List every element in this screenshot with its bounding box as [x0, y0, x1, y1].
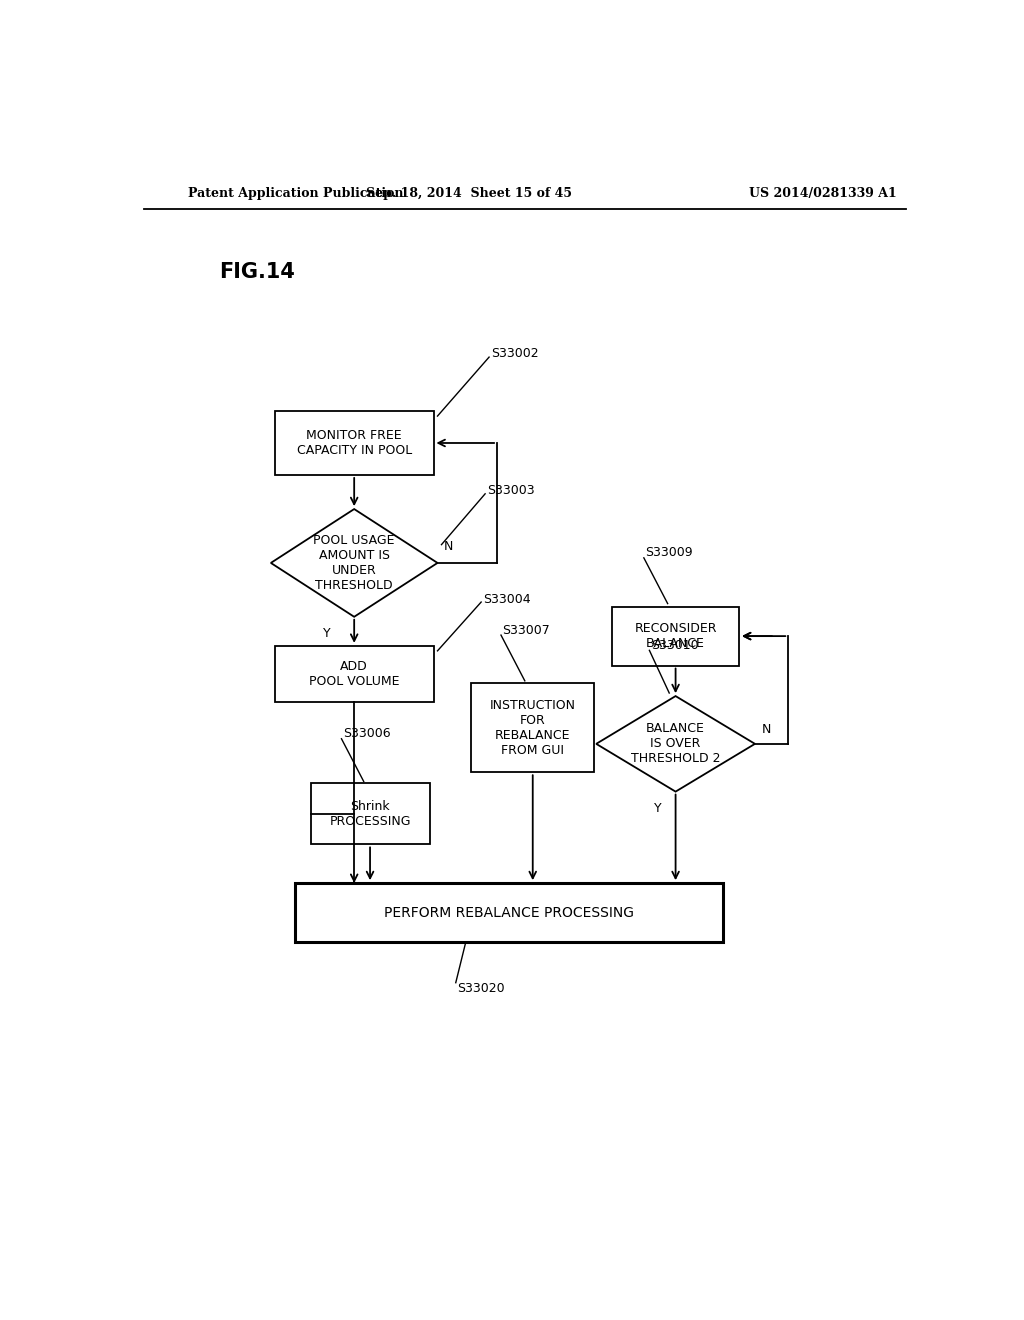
Text: Shrink
PROCESSING: Shrink PROCESSING [330, 800, 411, 828]
Text: S33006: S33006 [343, 727, 391, 741]
Polygon shape [596, 696, 755, 792]
Text: S33007: S33007 [503, 623, 550, 636]
Text: S33002: S33002 [492, 347, 539, 359]
Text: S33004: S33004 [483, 593, 531, 606]
Bar [274, 645, 433, 702]
Text: S33003: S33003 [487, 484, 536, 498]
Text: ADD
POOL VOLUME: ADD POOL VOLUME [309, 660, 399, 688]
Text: N: N [761, 723, 771, 735]
Bar [471, 682, 594, 772]
Bar [612, 607, 739, 665]
Text: POOL USAGE
AMOUNT IS
UNDER
THRESHOLD: POOL USAGE AMOUNT IS UNDER THRESHOLD [313, 533, 395, 591]
Text: BALANCE
IS OVER
THRESHOLD 2: BALANCE IS OVER THRESHOLD 2 [631, 722, 720, 766]
Text: FIG.14: FIG.14 [219, 263, 295, 282]
Text: S33020: S33020 [458, 982, 505, 995]
Text: MONITOR FREE
CAPACITY IN POOL: MONITOR FREE CAPACITY IN POOL [297, 429, 412, 457]
Bar [295, 883, 723, 942]
Text: INSTRUCTION
FOR
REBALANCE
FROM GUI: INSTRUCTION FOR REBALANCE FROM GUI [489, 698, 575, 756]
Text: Sep. 18, 2014  Sheet 15 of 45: Sep. 18, 2014 Sheet 15 of 45 [367, 187, 572, 201]
Bar [274, 411, 433, 475]
Text: N: N [443, 540, 454, 553]
Polygon shape [270, 510, 437, 616]
Bar [310, 784, 430, 845]
Text: Y: Y [654, 801, 662, 814]
Text: US 2014/0281339 A1: US 2014/0281339 A1 [749, 187, 896, 201]
Text: PERFORM REBALANCE PROCESSING: PERFORM REBALANCE PROCESSING [384, 906, 634, 920]
Text: S33010: S33010 [651, 639, 698, 652]
Text: Patent Application Publication: Patent Application Publication [187, 187, 403, 201]
Text: S33009: S33009 [645, 546, 693, 560]
Text: Y: Y [323, 627, 330, 640]
Text: RECONSIDER
BALANCE: RECONSIDER BALANCE [634, 622, 717, 651]
